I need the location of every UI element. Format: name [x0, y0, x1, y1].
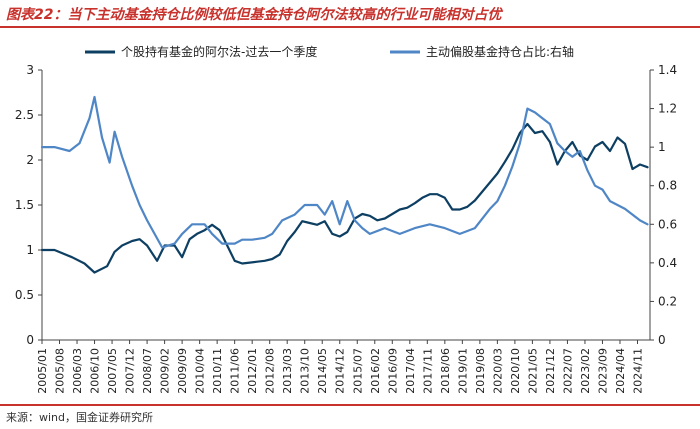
x-tick-label: 2023/02 [579, 348, 592, 394]
axes: 0 0.5 1 1.5 2 2.5 3 0 0.2 0.4 0.6 0.8 1 1.2 1.4 2005/01… [15, 63, 677, 394]
x-tick-label: 2008/07 [141, 348, 154, 394]
x-tick-label: 2007/12 [124, 348, 137, 394]
x-tick-label: 2005/08 [54, 348, 67, 394]
y-right-tick-label: 0 [658, 333, 666, 347]
legend-label-1: 个股持有基金的阿尔法-过去一个季度 [121, 44, 317, 59]
x-tick-label: 2017/04 [404, 348, 417, 394]
y-left-tick-label: 3 [26, 63, 34, 77]
x-tick-label: 2017/11 [421, 348, 434, 394]
x-tick-label: 2023/09 [596, 348, 609, 394]
series-layer [40, 95, 649, 274]
x-tick-label: 2016/09 [386, 348, 399, 394]
x-tick-label: 2012/08 [264, 348, 277, 394]
x-tick-label: 2010/11 [211, 348, 224, 394]
y-left-tick-label: 0 [26, 333, 34, 347]
y-left-tick-label: 0.5 [15, 288, 34, 302]
x-tick-label: 2020/10 [509, 348, 522, 394]
y-left-tick-label: 2 [26, 153, 34, 167]
x-tick-label: 2018/06 [439, 348, 452, 394]
title-bar: 图表22：当下主动基金持仓比例较低但基金持仓阿尔法较高的行业可能相对占优 [0, 0, 700, 28]
x-tick-label: 2024/04 [614, 348, 627, 394]
y-right-tick-label: 1.2 [658, 102, 677, 116]
y-right-tick-label: 0.4 [658, 256, 677, 270]
y-right-tick-label: 0.2 [658, 294, 677, 308]
series-line-1 [40, 122, 649, 274]
figure-title: 图表22：当下主动基金持仓比例较低但基金持仓阿尔法较高的行业可能相对占优 [6, 7, 502, 23]
y-right-tick-label: 0.8 [658, 179, 677, 193]
legend: 个股持有基金的阿尔法-过去一个季度 主动偏股基金持仓占比:右轴 [85, 44, 574, 59]
x-tick-label: 2007/05 [106, 348, 119, 394]
y-left-tick-label: 1 [26, 243, 34, 257]
x-tick-label: 2021/05 [526, 348, 539, 394]
x-tick-label: 2010/04 [194, 348, 207, 394]
x-tick-label: 2014/12 [334, 348, 347, 394]
x-tick-label: 2024/11 [631, 348, 644, 394]
x-tick-label: 2015/07 [351, 348, 364, 394]
x-tick-label: 2011/06 [229, 348, 242, 394]
y-left-tick-label: 1.5 [15, 198, 34, 212]
x-tick-label: 2009/02 [159, 348, 172, 394]
y-right-tick-label: 1.4 [658, 63, 677, 77]
x-tick-label: 2021/12 [544, 348, 557, 394]
x-tick-label: 2014/05 [316, 348, 329, 394]
x-tick-label: 2009/09 [176, 348, 189, 394]
x-tick-label: 2005/01 [36, 348, 49, 394]
x-tick-label: 2006/10 [89, 348, 102, 394]
y-left-tick-label: 2.5 [15, 108, 34, 122]
source-rule [0, 404, 700, 406]
series-line-2 [40, 95, 649, 249]
x-tick-label: 2020/03 [491, 348, 504, 394]
source-note: 来源：wind，国金证券研究所 [6, 411, 154, 424]
x-tick-label: 2016/02 [369, 348, 382, 394]
x-tick-label: 2013/03 [281, 348, 294, 394]
y-right-tick-label: 1 [658, 140, 666, 154]
x-tick-label: 2012/01 [246, 348, 259, 394]
x-tick-label: 2019/01 [456, 348, 469, 394]
x-tick-label: 2019/08 [474, 348, 487, 394]
x-tick-label: 2006/03 [71, 348, 84, 394]
x-tick-label: 2022/07 [561, 348, 574, 394]
y-right-tick-label: 0.6 [658, 217, 677, 231]
legend-label-2: 主动偏股基金持仓占比:右轴 [426, 44, 574, 59]
x-tick-label: 2013/10 [299, 348, 312, 394]
